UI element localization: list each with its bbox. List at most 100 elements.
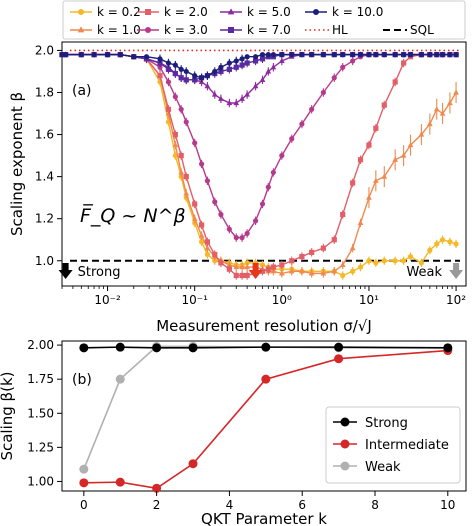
- x-tick-label: 10²: [446, 293, 466, 307]
- legend-entry: k = 5.0: [220, 5, 291, 19]
- y-tick-label: 1.6: [35, 128, 54, 142]
- data-point: [252, 83, 259, 89]
- data-point: [79, 343, 89, 353]
- data-point: [350, 52, 356, 58]
- data-point: [308, 270, 315, 276]
- legend-marker: [78, 9, 84, 15]
- panel-b-legend: Strong Intermediate Weak: [325, 406, 461, 484]
- data-point: [340, 272, 346, 279]
- series-line: [62, 53, 457, 277]
- arrow-head: [449, 270, 464, 279]
- legend-entry: k = 1.0: [70, 23, 141, 37]
- data-point: [418, 52, 425, 58]
- data-point: [183, 174, 189, 180]
- data-point: [439, 110, 446, 116]
- legend-label: k = 10.0: [332, 5, 383, 19]
- data-point: [261, 342, 271, 352]
- data-point: [381, 258, 387, 264]
- panel-b-y-ticks: 1.00 1.25 1.50 1.75 2.00: [27, 338, 62, 488]
- data-point: [183, 119, 189, 125]
- data-point: [407, 52, 414, 58]
- y-tick-label: 1.4: [35, 170, 54, 184]
- data-point: [211, 91, 218, 97]
- series-k2.0: [59, 52, 459, 280]
- data-point: [212, 251, 218, 258]
- data-point: [433, 106, 440, 112]
- data-point: [157, 60, 163, 66]
- panel-a-frame: [61, 41, 467, 287]
- x-tick-label: 6: [298, 498, 306, 512]
- data-point: [288, 268, 295, 274]
- data-point: [233, 58, 239, 64]
- data-point: [115, 477, 125, 487]
- panel-a-xlabel: Measurement resolution σ/√J: [156, 317, 372, 335]
- x-tick-label: 10⁰: [272, 293, 292, 307]
- resolution-arrow: [58, 263, 73, 279]
- data-point: [340, 64, 346, 70]
- data-point: [289, 52, 295, 58]
- data-point: [226, 261, 233, 268]
- y-tick-label: 2.0: [35, 43, 54, 57]
- data-point: [244, 54, 250, 60]
- panel-a-x-ticks: 10⁻² 10⁻¹ 10⁰ 10¹ 10²: [61, 286, 466, 307]
- legend-entry: SQL: [383, 23, 434, 37]
- data-point: [447, 52, 453, 58]
- legend-entry: Weak: [333, 460, 401, 475]
- data-point: [279, 152, 285, 159]
- legend-label: k = 0.2: [97, 5, 141, 19]
- legend-marker: [228, 27, 234, 33]
- resolution-arrow: [248, 263, 263, 279]
- legend-label: HL: [332, 23, 348, 37]
- series-line: [62, 53, 457, 81]
- panel-b-frame: [61, 340, 467, 492]
- panel-a-label: (a): [72, 83, 92, 99]
- data-point: [392, 52, 398, 58]
- data-point: [373, 260, 379, 266]
- data-point: [152, 483, 162, 493]
- data-point: [165, 106, 172, 112]
- data-point: [270, 264, 276, 270]
- data-point: [204, 239, 211, 245]
- data-point: [357, 219, 364, 225]
- data-point: [212, 68, 218, 75]
- arrow-shaft: [252, 263, 259, 270]
- data-point: [401, 52, 407, 58]
- data-point: [104, 52, 111, 58]
- arrow-label: Weak: [406, 265, 442, 280]
- data-point: [239, 95, 245, 101]
- data-point: [233, 99, 240, 106]
- data-point: [252, 54, 259, 60]
- data-point: [309, 106, 315, 112]
- legend-label: SQL: [410, 23, 434, 37]
- data-point: [117, 52, 123, 58]
- data-point: [218, 211, 224, 218]
- data-point: [270, 64, 277, 70]
- data-point: [331, 75, 337, 81]
- legend-entry: k = 0.2: [70, 5, 141, 19]
- data-point: [289, 136, 295, 142]
- data-point: [178, 169, 185, 175]
- data-point: [340, 52, 346, 58]
- data-point: [270, 169, 276, 176]
- data-point: [244, 263, 251, 270]
- data-point: [350, 268, 356, 274]
- panel-a-reference-lines: [70, 49, 460, 262]
- data-point: [320, 245, 326, 251]
- data-point: [265, 266, 271, 272]
- legend-label: Strong: [365, 416, 408, 431]
- data-point: [178, 106, 184, 112]
- data-point: [226, 266, 232, 272]
- legend-label: k = 2.0: [164, 5, 208, 19]
- data-point: [372, 177, 379, 183]
- data-point: [178, 66, 184, 72]
- y-tick-label: 1.2: [35, 212, 54, 226]
- data-point: [226, 60, 232, 66]
- series-intermediate: [79, 346, 453, 493]
- data-point: [259, 52, 266, 58]
- legend-entry: k = 2.0: [137, 5, 208, 19]
- data-point: [172, 94, 178, 100]
- data-point: [299, 268, 305, 274]
- panel-a-y-ticks: 1.0 1.2 1.4 1.6 1.8 2.0: [35, 43, 62, 268]
- data-point: [198, 222, 205, 228]
- data-point: [239, 263, 245, 270]
